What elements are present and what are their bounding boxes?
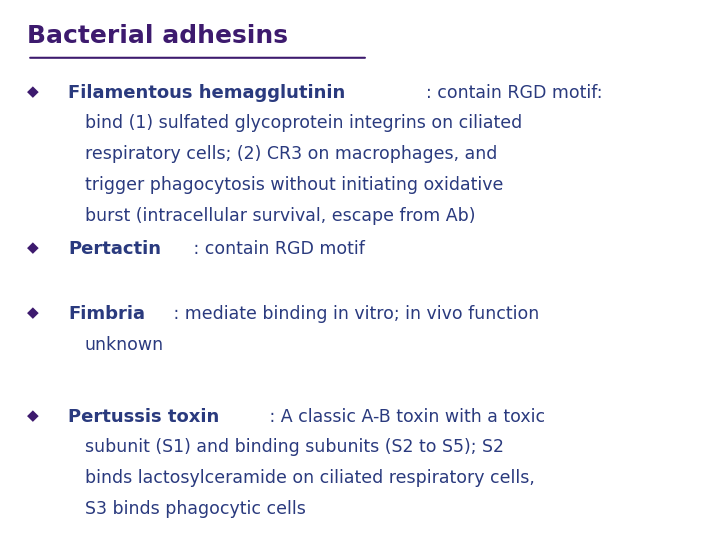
Text: Fimbria: Fimbria bbox=[68, 305, 145, 323]
Text: : contain RGD motif:: : contain RGD motif: bbox=[426, 84, 603, 102]
Text: Filamentous hemagglutinin: Filamentous hemagglutinin bbox=[68, 84, 346, 102]
Text: : contain RGD motif: : contain RGD motif bbox=[189, 240, 365, 258]
Text: ◆: ◆ bbox=[27, 305, 39, 320]
Text: Bacterial adhesins: Bacterial adhesins bbox=[27, 24, 288, 48]
Text: : mediate binding in vitro; in vivo function: : mediate binding in vitro; in vivo func… bbox=[168, 305, 539, 323]
Text: S3 binds phagocytic cells: S3 binds phagocytic cells bbox=[85, 500, 306, 518]
Text: Pertactin: Pertactin bbox=[68, 240, 161, 258]
Text: bind (1) sulfated glycoprotein integrins on ciliated: bind (1) sulfated glycoprotein integrins… bbox=[85, 114, 522, 132]
Text: binds lactosylceramide on ciliated respiratory cells,: binds lactosylceramide on ciliated respi… bbox=[85, 469, 535, 487]
Text: subunit (S1) and binding subunits (S2 to S5); S2: subunit (S1) and binding subunits (S2 to… bbox=[85, 438, 504, 456]
Text: ◆: ◆ bbox=[27, 408, 39, 423]
Text: burst (intracellular survival, escape from Ab): burst (intracellular survival, escape fr… bbox=[85, 207, 475, 225]
Text: unknown: unknown bbox=[85, 336, 164, 354]
Text: respiratory cells; (2) CR3 on macrophages, and: respiratory cells; (2) CR3 on macrophage… bbox=[85, 145, 498, 163]
Text: ◆: ◆ bbox=[27, 240, 39, 255]
Text: ◆: ◆ bbox=[27, 84, 39, 99]
Text: trigger phagocytosis without initiating oxidative: trigger phagocytosis without initiating … bbox=[85, 176, 503, 194]
Text: : A classic A-B toxin with a toxic: : A classic A-B toxin with a toxic bbox=[264, 408, 545, 426]
Text: Pertussis toxin: Pertussis toxin bbox=[68, 408, 220, 426]
